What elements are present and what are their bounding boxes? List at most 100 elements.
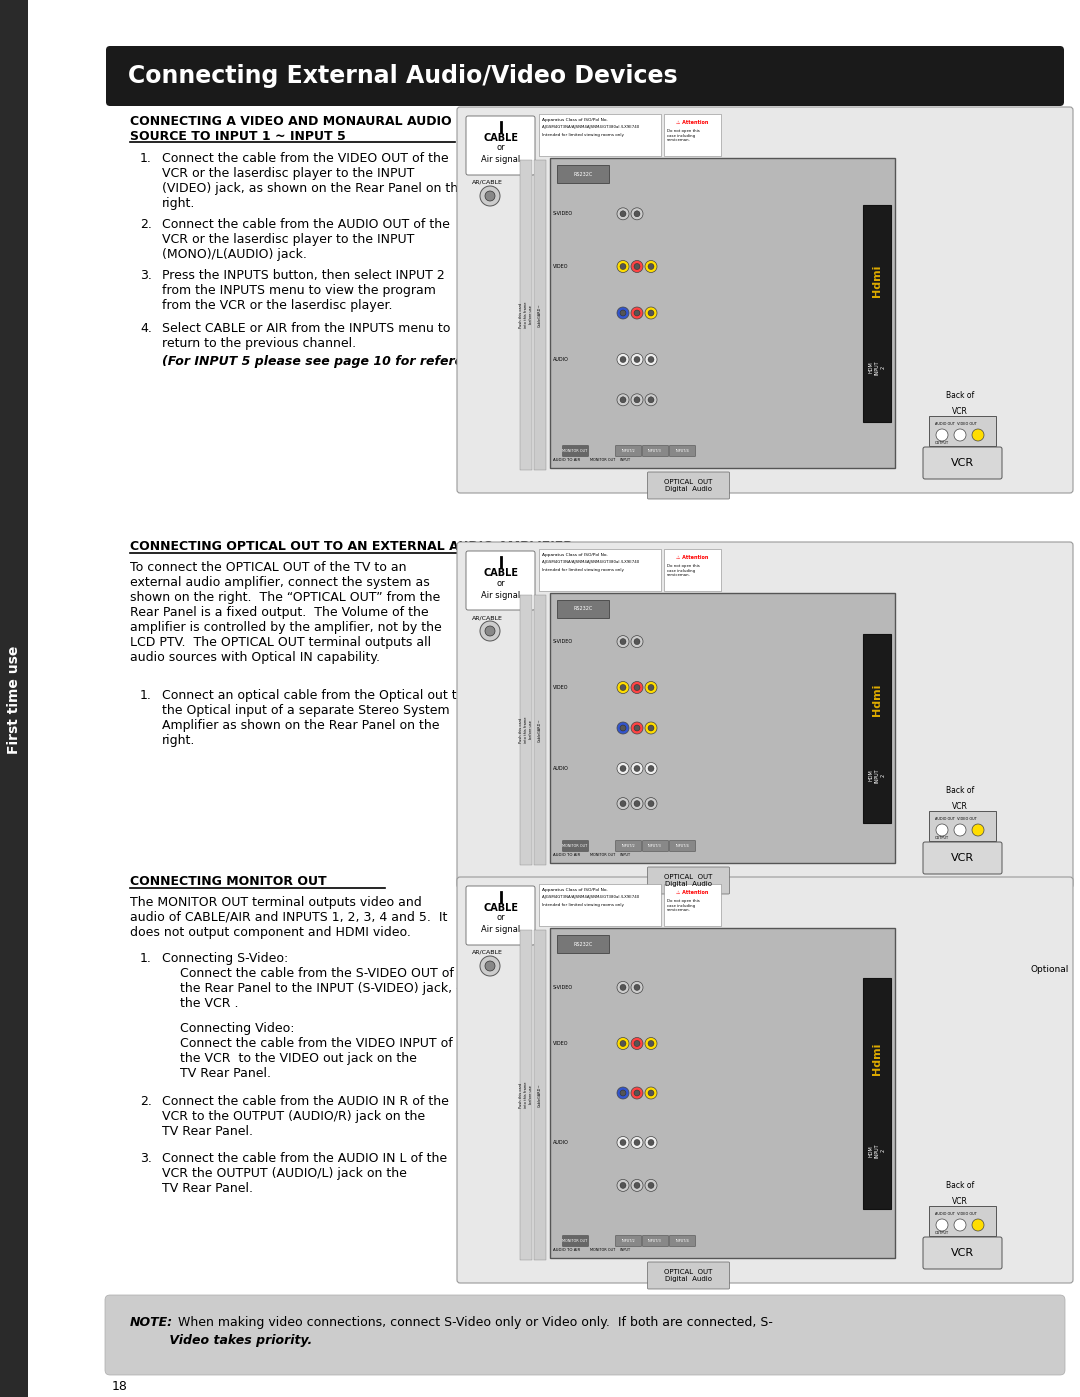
Circle shape [620, 985, 626, 990]
Circle shape [634, 1182, 640, 1189]
FancyBboxPatch shape [465, 116, 535, 175]
Text: MONITOR OUT    INPUT: MONITOR OUT INPUT [590, 458, 630, 462]
Text: To connect the OPTICAL OUT of the TV to an
external audio amplifier, connect the: To connect the OPTICAL OUT of the TV to … [130, 562, 442, 664]
Text: AR/CABLE: AR/CABLE [472, 180, 503, 184]
Text: VCR: VCR [953, 1197, 968, 1206]
FancyBboxPatch shape [457, 542, 1074, 888]
Text: CONNECTING OPTICAL OUT TO AN EXTERNAL AUDIO AMPLIFIER: CONNECTING OPTICAL OUT TO AN EXTERNAL AU… [130, 541, 572, 553]
Bar [550, 928, 895, 1259]
Circle shape [634, 310, 640, 316]
Text: Air signal: Air signal [481, 925, 521, 935]
Text: 1.: 1. [140, 689, 152, 703]
Text: S-VIDEO: S-VIDEO [553, 985, 573, 990]
FancyBboxPatch shape [664, 884, 721, 926]
Text: S-VIDEO: S-VIDEO [553, 211, 573, 217]
FancyBboxPatch shape [643, 446, 669, 457]
Text: HDM
INPUT
2: HDM INPUT 2 [868, 768, 886, 782]
Text: Back of: Back of [946, 1180, 974, 1190]
Text: Select CABLE or AIR from the INPUTS menu to
return to the previous channel.: Select CABLE or AIR from the INPUTS menu… [162, 321, 450, 351]
Text: AJGSM4GT3NA/AJSNM4AJSNM4/GT380al /LX9E740: AJGSM4GT3NA/AJSNM4AJSNM4/GT380al /LX9E74… [542, 124, 639, 129]
Text: VCR: VCR [953, 802, 968, 812]
Text: Apparatus Class of ISO/Pol No.: Apparatus Class of ISO/Pol No. [542, 553, 608, 557]
Circle shape [648, 685, 654, 690]
Text: OUTPUT: OUTPUT [935, 835, 949, 840]
Circle shape [645, 682, 657, 693]
Text: OPTICAL  OUT
Digital  Audio: OPTICAL OUT Digital Audio [664, 479, 713, 492]
Circle shape [631, 1087, 643, 1099]
FancyBboxPatch shape [557, 935, 609, 953]
Circle shape [645, 307, 657, 319]
FancyBboxPatch shape [670, 446, 696, 457]
Text: MONITOR OUT: MONITOR OUT [563, 448, 588, 453]
Circle shape [485, 626, 495, 636]
Circle shape [480, 956, 500, 977]
Text: Air signal: Air signal [481, 591, 521, 599]
Text: AUDIO TO AIR: AUDIO TO AIR [553, 854, 580, 856]
FancyBboxPatch shape [557, 599, 609, 617]
Text: INPUT/4: INPUT/4 [675, 448, 689, 453]
Text: Push this card
into this frame
before use: Push this card into this frame before us… [519, 302, 532, 328]
Text: 1.: 1. [140, 951, 152, 965]
Circle shape [645, 1038, 657, 1049]
Circle shape [620, 1182, 626, 1189]
Text: Back of: Back of [946, 391, 974, 400]
Circle shape [631, 260, 643, 272]
Circle shape [634, 638, 640, 644]
Text: AR/CABLE: AR/CABLE [472, 950, 503, 956]
Circle shape [634, 1140, 640, 1146]
Text: Hdmi: Hdmi [872, 264, 882, 296]
Circle shape [954, 1220, 966, 1231]
Circle shape [620, 725, 626, 731]
FancyBboxPatch shape [664, 115, 721, 156]
Circle shape [620, 211, 626, 217]
Text: NOTE:: NOTE: [130, 1316, 173, 1329]
Circle shape [620, 264, 626, 270]
FancyBboxPatch shape [670, 841, 696, 852]
Text: CABLE: CABLE [483, 569, 518, 578]
Circle shape [631, 682, 643, 693]
Circle shape [631, 394, 643, 405]
FancyBboxPatch shape [616, 841, 642, 852]
Text: INPUT/2: INPUT/2 [621, 448, 635, 453]
Circle shape [617, 394, 629, 405]
Circle shape [634, 397, 640, 402]
Text: INPUT/2: INPUT/2 [621, 1239, 635, 1243]
FancyBboxPatch shape [465, 550, 535, 610]
Circle shape [954, 429, 966, 441]
Text: ⚠ Attention: ⚠ Attention [676, 890, 708, 895]
Circle shape [617, 1038, 629, 1049]
FancyBboxPatch shape [643, 841, 669, 852]
Text: Do not open this
case including
serviceman.: Do not open this case including servicem… [667, 129, 700, 142]
FancyBboxPatch shape [563, 841, 589, 852]
Circle shape [631, 208, 643, 219]
Text: INPUT/3: INPUT/3 [648, 844, 662, 848]
Bar [534, 930, 546, 1260]
Circle shape [485, 191, 495, 201]
FancyBboxPatch shape [923, 447, 1002, 479]
Text: S-VIDEO: S-VIDEO [553, 638, 573, 644]
Circle shape [648, 356, 654, 362]
Text: Optional: Optional [1030, 965, 1069, 974]
FancyBboxPatch shape [648, 868, 729, 894]
Text: INPUT/4: INPUT/4 [675, 844, 689, 848]
Text: or: or [496, 578, 504, 588]
Text: 4.: 4. [140, 321, 152, 335]
Bar [0, 0, 28, 1397]
Text: AUDIO TO AIR: AUDIO TO AIR [553, 1248, 580, 1252]
Text: VCR: VCR [950, 458, 973, 468]
Circle shape [936, 1220, 948, 1231]
Circle shape [972, 824, 984, 835]
Text: CABLE: CABLE [483, 133, 518, 142]
FancyBboxPatch shape [643, 1235, 669, 1246]
Circle shape [617, 1087, 629, 1099]
Text: Connect the cable from the VIDEO INPUT of
the VCR  to the VIDEO out jack on the
: Connect the cable from the VIDEO INPUT o… [180, 1037, 453, 1080]
Text: INPUT/3: INPUT/3 [648, 1239, 662, 1243]
Text: (For INPUT 5 please see page 10 for reference).: (For INPUT 5 please see page 10 for refe… [162, 355, 498, 367]
Text: Connecting Video:: Connecting Video: [180, 1023, 295, 1035]
Text: AR/CABLE: AR/CABLE [472, 615, 503, 620]
FancyBboxPatch shape [105, 1295, 1065, 1375]
Circle shape [631, 982, 643, 993]
Circle shape [645, 353, 657, 366]
Circle shape [645, 1137, 657, 1148]
Circle shape [648, 1182, 654, 1189]
